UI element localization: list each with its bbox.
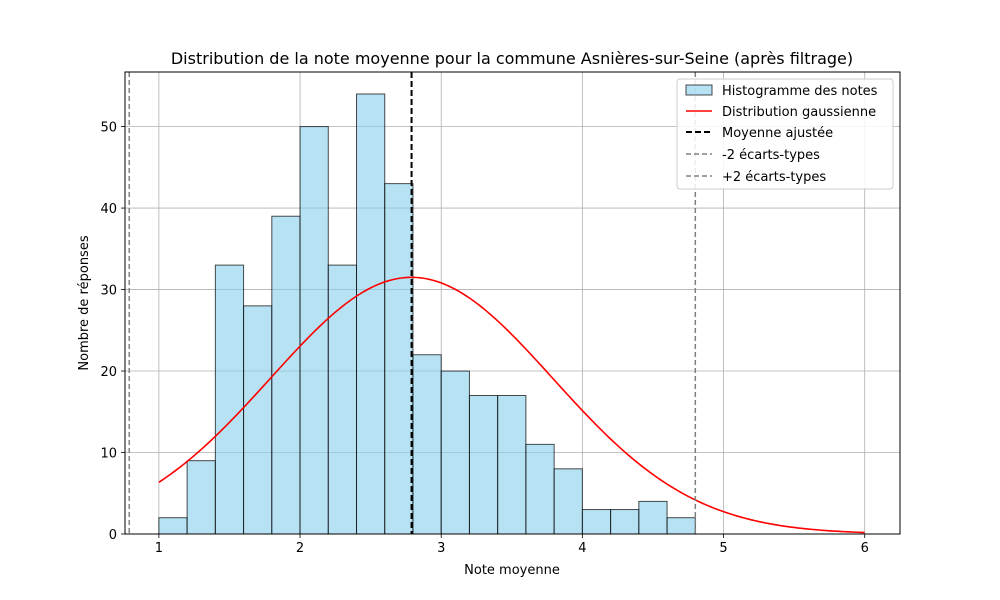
y-tick-label: 0 bbox=[109, 528, 117, 543]
x-tick-label: 4 bbox=[578, 541, 586, 556]
legend-label-histogram: Histogramme des notes bbox=[722, 84, 878, 99]
y-tick-label: 10 bbox=[100, 447, 117, 462]
y-tick-label: 40 bbox=[100, 202, 117, 217]
histogram-bar bbox=[581, 509, 612, 535]
y-tick-label: 30 bbox=[100, 284, 117, 299]
x-tick-label: 3 bbox=[437, 541, 445, 556]
legend-label-gaussian: Distribution gaussienne bbox=[722, 105, 876, 120]
plot-frame bbox=[124, 71, 901, 535]
x-axis-label: Note moyenne bbox=[464, 563, 560, 578]
x-tick-label: 1 bbox=[155, 541, 163, 556]
histogram-bar bbox=[412, 354, 442, 535]
histogram-bar bbox=[243, 305, 273, 535]
histogram-bar bbox=[327, 264, 358, 535]
histogram-bar bbox=[214, 264, 245, 535]
x-tick-label: 2 bbox=[296, 541, 304, 556]
y-axis-label: Nombre de réponses bbox=[77, 235, 92, 370]
y-tick-label: 50 bbox=[100, 121, 117, 136]
histogram-bar bbox=[271, 215, 301, 535]
histogram-bar bbox=[186, 460, 216, 535]
ticks-layer: 1 2 3 4 5 6 0 10 20 30 40 50 bbox=[100, 121, 868, 556]
histogram-bar bbox=[440, 370, 470, 535]
gaussian-curve bbox=[158, 276, 865, 534]
histogram-bar bbox=[610, 509, 640, 535]
x-tick-label: 6 bbox=[861, 541, 869, 556]
histogram-bar bbox=[666, 517, 696, 535]
histogram-bar bbox=[553, 468, 583, 535]
histogram-bar bbox=[356, 93, 386, 535]
histogram-bar bbox=[525, 443, 555, 535]
histogram-bar bbox=[384, 183, 414, 535]
histogram-bar bbox=[158, 517, 188, 535]
legend-swatch-histogram bbox=[685, 84, 713, 96]
legend-label-plus-2sd: +2 écarts-types bbox=[722, 170, 826, 185]
histogram-bar bbox=[299, 126, 329, 535]
legend-label-minus-2sd: -2 écarts-types bbox=[722, 148, 820, 163]
legend: Histogramme des notes Distribution gauss… bbox=[676, 78, 894, 190]
histogram-bar bbox=[497, 394, 527, 535]
y-tick-label: 20 bbox=[100, 365, 117, 380]
legend-box bbox=[676, 78, 894, 190]
legend-label-mean: Moyenne ajustée bbox=[722, 126, 833, 141]
chart-title: Distribution de la note moyenne pour la … bbox=[171, 49, 853, 68]
histogram-bar bbox=[638, 500, 668, 535]
histogram-bar bbox=[468, 394, 499, 535]
x-tick-label: 5 bbox=[719, 541, 727, 556]
bars-layer bbox=[158, 93, 696, 535]
curve-layer bbox=[158, 276, 865, 534]
